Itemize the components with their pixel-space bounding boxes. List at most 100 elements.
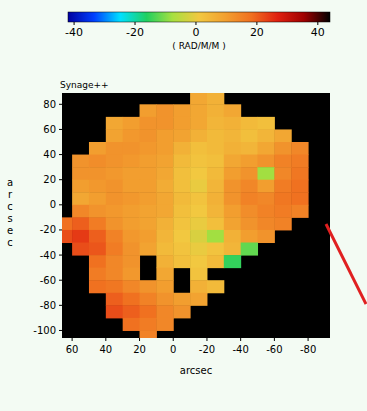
x-tick [240,338,241,341]
cell [190,243,207,256]
cell [156,280,173,293]
plot-area [62,93,330,338]
cell [173,155,190,168]
cell [106,155,123,168]
cell [156,268,173,281]
cell [274,129,291,142]
cell [156,217,173,230]
x-tick [139,338,140,341]
cell [140,230,157,243]
color-bar [68,12,330,22]
cell [258,180,275,193]
cell [140,180,157,193]
color-label: ( RAD/M/M ) [172,41,225,51]
cell [207,217,224,230]
x-tick-label: -60 [266,344,282,355]
y-label: arcsec [7,177,13,248]
cell [207,243,224,256]
cell [241,129,258,142]
cell [241,230,258,243]
cell [140,330,157,338]
cell [106,205,123,218]
cell [89,243,106,256]
cell [123,230,140,243]
cell [123,243,140,256]
cell [173,305,190,318]
y-tick [59,204,62,205]
cell [106,230,123,243]
y-tick [59,255,62,256]
cell [123,255,140,268]
cell [156,104,173,117]
y-tick-label: 60 [43,124,56,135]
cell [173,180,190,193]
x-tick-label: -20 [199,344,215,355]
cell [224,167,241,180]
cell [291,180,308,193]
cell [123,192,140,205]
cell [207,104,224,117]
cell [173,243,190,256]
cell [291,155,308,168]
cell [173,205,190,218]
cell [106,167,123,180]
y-tick-label: -40 [40,250,56,261]
x-tick [105,338,106,341]
cell [140,293,157,306]
y-tick [59,104,62,105]
cell [190,167,207,180]
figure: -40-2002040( RAD/M/M )Synage++6040200-20… [0,0,367,411]
cell [156,180,173,193]
cell [274,180,291,193]
cell [207,192,224,205]
cell [106,243,123,256]
decoration [326,224,366,304]
cell [123,142,140,155]
cell [106,293,123,306]
cell [156,318,173,331]
x-label: arcsec [180,365,212,376]
cell [89,230,106,243]
cell [173,192,190,205]
y-tick-label: -100 [33,325,56,336]
cell [173,167,190,180]
cell [224,180,241,193]
x-tick-label: -40 [232,344,248,355]
cell [274,167,291,180]
cell [156,230,173,243]
y-tick [59,330,62,331]
cells [62,93,309,338]
cell [190,192,207,205]
cell [207,129,224,142]
cell [89,268,106,281]
cell [224,217,241,230]
cell [156,117,173,130]
x-tick [308,338,309,341]
cell [241,243,258,256]
cell [173,293,190,306]
cell [207,230,224,243]
cell [224,243,241,256]
cell [140,129,157,142]
cell [89,280,106,293]
cell [156,155,173,168]
cell [140,243,157,256]
cell [89,180,106,193]
cell [190,129,207,142]
cell [89,217,106,230]
x-tick-label: -80 [300,344,316,355]
cell [258,217,275,230]
background [0,0,367,411]
cell [72,217,89,230]
cell [156,293,173,306]
cell [89,155,106,168]
cell [140,280,157,293]
cell [140,167,157,180]
cell [190,180,207,193]
cell [224,104,241,117]
cell [241,117,258,130]
cell [140,142,157,155]
cell [258,142,275,155]
cell [123,117,140,130]
cell [62,230,73,243]
